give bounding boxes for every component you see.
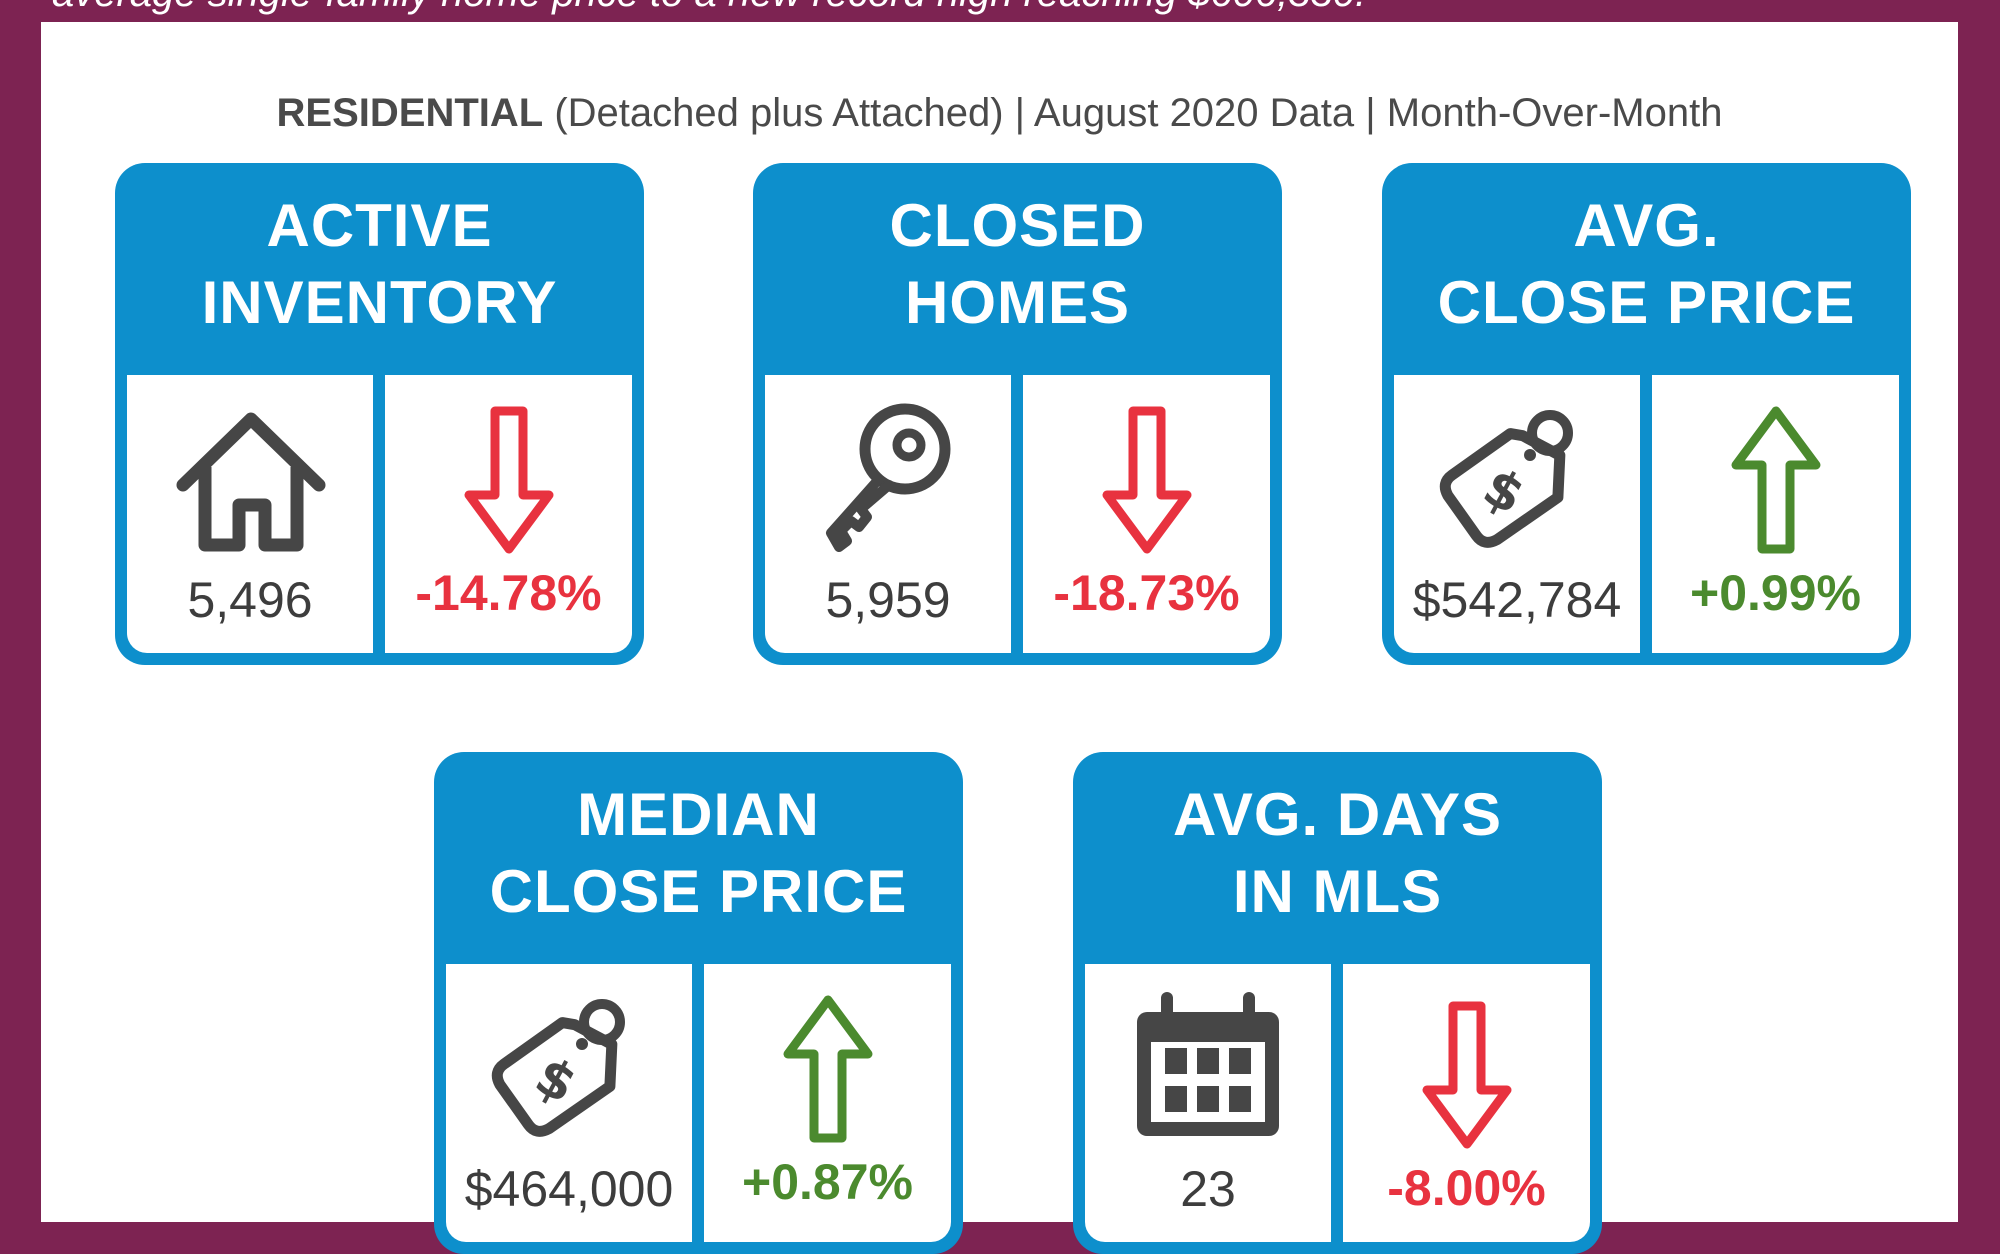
change-cell: +0.99%	[1652, 375, 1899, 653]
metric-value: $464,000	[464, 1161, 674, 1217]
card-title-line1: MEDIAN	[577, 781, 820, 848]
value-cell: $ $542,784	[1394, 375, 1640, 653]
arrow-up-icon	[1730, 405, 1822, 555]
value-cell: 5,496	[127, 375, 373, 653]
metric-change: +0.99%	[1690, 565, 1861, 621]
card-title-line2: CLOSE PRICE	[1437, 269, 1856, 336]
card-title: CLOSED HOMES	[753, 187, 1282, 341]
stats-panel: RESIDENTIAL (Detached plus Attached) | A…	[41, 22, 1958, 1254]
arrow-down-icon	[1101, 405, 1193, 555]
metric-change: +0.87%	[742, 1154, 913, 1210]
card-median-close-price: MEDIAN CLOSE PRICE $ $464,000 +0.87%	[434, 752, 963, 1254]
value-cell: $ $464,000	[446, 964, 692, 1242]
card-title: AVG. CLOSE PRICE	[1382, 187, 1911, 341]
arrow-up-icon	[782, 994, 874, 1144]
metric-value: 5,496	[187, 572, 313, 628]
card-title-line1: CLOSED	[889, 192, 1146, 259]
metric-value: 23	[1180, 1161, 1236, 1217]
card-avg-close-price: AVG. CLOSE PRICE $ $542,784 +0.99%	[1382, 163, 1911, 665]
key-icon	[817, 397, 957, 557]
value-cell: 23	[1085, 964, 1331, 1242]
change-cell: +0.87%	[704, 964, 951, 1242]
card-title-line2: CLOSE PRICE	[489, 858, 908, 925]
card-title: MEDIAN CLOSE PRICE	[434, 776, 963, 930]
change-cell: -8.00%	[1343, 964, 1590, 1242]
subtitle-rest: (Detached plus Attached) | August 2020 D…	[543, 91, 1723, 135]
arrow-down-icon	[1421, 1000, 1513, 1150]
metric-value: $542,784	[1412, 572, 1622, 628]
metric-value: 5,959	[825, 572, 951, 628]
card-title-line1: AVG. DAYS	[1172, 781, 1503, 848]
value-cell: 5,959	[765, 375, 1011, 653]
card-title-line1: AVG.	[1573, 192, 1720, 259]
card-closed-homes: CLOSED HOMES 5,959 -18.73%	[753, 163, 1282, 665]
price-tag-icon: $	[1438, 399, 1588, 559]
card-title-line2: INVENTORY	[201, 269, 558, 336]
card-title: ACTIVE INVENTORY	[115, 187, 644, 341]
card-title: AVG. DAYS IN MLS	[1073, 776, 1602, 930]
card-title-line2: IN MLS	[1232, 858, 1443, 925]
card-active-inventory: ACTIVE INVENTORY 5,496 -14.78%	[115, 163, 644, 665]
metric-change: -18.73%	[1053, 565, 1240, 621]
arrow-down-icon	[463, 405, 555, 555]
metric-change: -14.78%	[415, 565, 602, 621]
subtitle-bold: RESIDENTIAL	[276, 91, 544, 135]
card-title-line1: ACTIVE	[266, 192, 493, 259]
card-title-line2: HOMES	[904, 269, 1131, 336]
card-avg-days-in-mls: AVG. DAYS IN MLS 23	[1073, 752, 1602, 1254]
house-icon	[169, 405, 333, 555]
price-tag-icon: $	[490, 988, 640, 1148]
intro-text: average single-family home price to a ne…	[52, 0, 1952, 16]
report-subtitle: RESIDENTIAL (Detached plus Attached) | A…	[41, 88, 1958, 138]
calendar-icon	[1131, 990, 1285, 1142]
change-cell: -14.78%	[385, 375, 632, 653]
change-cell: -18.73%	[1023, 375, 1270, 653]
metric-change: -8.00%	[1387, 1160, 1546, 1216]
